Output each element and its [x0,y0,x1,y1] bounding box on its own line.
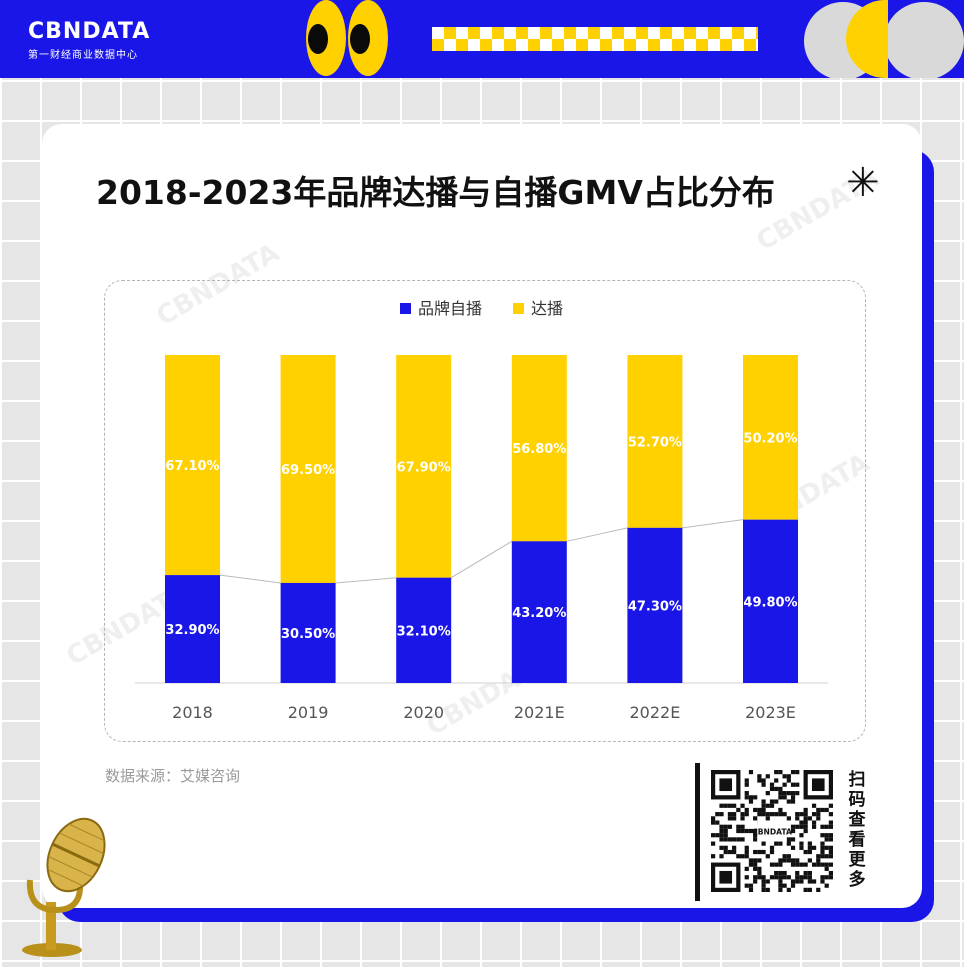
legend-label-affiliate: 达播 [531,299,563,318]
chart-container [104,280,866,742]
x-tick-label-2019: 2019 [288,703,329,722]
x-tick-label-2022E: 2022E [629,703,680,722]
x-tick-label-2023E: 2023E [745,703,796,722]
x-tick-label-2021E: 2021E [514,703,565,722]
x-tick-label-2018: 2018 [172,703,213,722]
left-eye-icon [306,0,346,76]
page-title: 2018-2023年品牌达播与自播GMV占比分布 [96,173,775,212]
data-label-self-2021E: 43.20% [512,606,566,621]
bar-self-2022E [627,527,683,683]
data-label-self-2018: 32.90% [165,623,219,638]
bar-self-2018 [165,575,220,683]
bar-affiliate-2022E [627,355,683,528]
bar-affiliate-2020 [396,355,452,578]
logo-tagline: 第一财经商业数据中心 [28,50,138,61]
data-label-affiliate-2021E: 56.80% [512,442,566,457]
asterisk-icon: ✳ [846,160,880,206]
data-label-affiliate-2022E: 52.70% [628,435,682,450]
qr-center-logo: CBNDATA [752,827,792,836]
bar-affiliate-2021E [511,355,567,542]
data-label-affiliate-2019: 69.50% [281,463,335,478]
header-banner: CBNDATA 第一财经商业数据中心 [0,0,964,78]
chart-legend: 品牌自播 达播 [400,299,563,318]
bars-group: 67.10% 32.90% 2018 69.50% 30.50% 2019 67.90% 32… [165,355,798,722]
data-label-affiliate-2023E: 50.20% [743,431,797,446]
bar-affiliate-2019 [280,355,336,583]
bar-self-2019 [280,582,336,683]
bar-affiliate-2023E [743,355,798,520]
bar-affiliate-2018 [165,355,220,576]
data-label-self-2020: 32.10% [397,624,451,639]
x-tick-label-2020: 2020 [403,703,444,722]
legend-swatch-affiliate [513,303,524,314]
bar-self-2020 [396,577,452,683]
microphone-icon [22,817,106,957]
data-label-affiliate-2018: 67.10% [165,459,219,474]
data-label-affiliate-2020: 67.90% [397,460,451,475]
qr-divider [695,763,700,901]
right-eye-icon [348,0,388,76]
qr-caption: 扫 码 查 看 更 多 [848,770,866,890]
qr-code-icon[interactable]: CBNDATA [711,770,833,892]
data-label-self-2019: 30.50% [281,627,335,642]
checker-decoration [432,27,758,51]
brand-logo: CBNDATA 第一财经商业数据中心 [28,19,151,62]
data-source: 数据来源：艾媒咨询 [105,767,241,785]
bar-self-2021E [511,541,567,683]
bar-self-2023E [743,519,798,683]
logo-wordmark: CBNDATA [28,19,151,44]
legend-swatch-self [400,303,411,314]
data-label-self-2023E: 49.80% [743,595,797,610]
data-label-self-2022E: 47.30% [628,599,682,614]
gray-circle-decoration-2 [884,2,964,78]
legend-label-self: 品牌自播 [418,299,482,318]
